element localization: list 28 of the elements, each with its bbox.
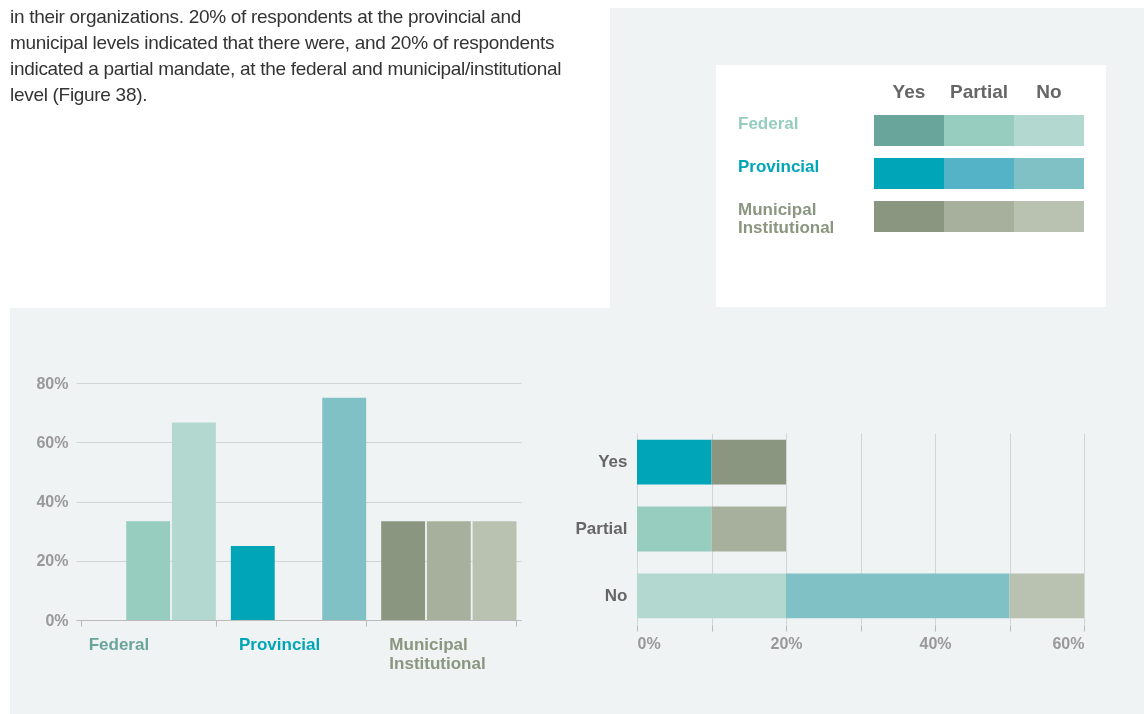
bar [322, 397, 367, 620]
text: Partial [948, 81, 1010, 104]
y-tick-label: 40% [36, 493, 69, 510]
bar [381, 521, 426, 620]
y-tick-label: 80% [36, 374, 69, 392]
y-tick-label: 60% [36, 433, 69, 451]
text: in their organizations. 20% of respondents at the provincial and municipal levels indicated that there were, and 20% of respondents indicated a partial mandate, at the federal and municipal/institutional level (Figure 38). [10, 5, 563, 107]
bar [230, 545, 275, 620]
y-tick-label: No [604, 585, 628, 605]
text: Federal [737, 114, 800, 135]
text: Yes [891, 81, 927, 104]
text: No [1035, 81, 1063, 104]
x-tick-label: 0% [637, 634, 661, 652]
bar [126, 521, 171, 620]
y-tick-label: 0% [45, 611, 69, 629]
x-tick-label: Municipal Institutional [389, 634, 486, 673]
x-tick-label: 20% [770, 634, 803, 652]
text: Provincial [737, 157, 821, 178]
legend-label: Municipal Institutional [737, 200, 836, 239]
bar [426, 521, 471, 620]
x-tick-label: Federal [88, 634, 150, 654]
x-tick-label: 40% [919, 634, 952, 652]
y-tick-label: Yes [598, 452, 628, 472]
y-tick-label: Partial [575, 519, 628, 538]
y-tick-label: 20% [36, 552, 69, 570]
x-tick-label: 60% [1052, 634, 1085, 652]
x-tick-label: Provincial [239, 634, 321, 654]
bar [171, 422, 216, 620]
